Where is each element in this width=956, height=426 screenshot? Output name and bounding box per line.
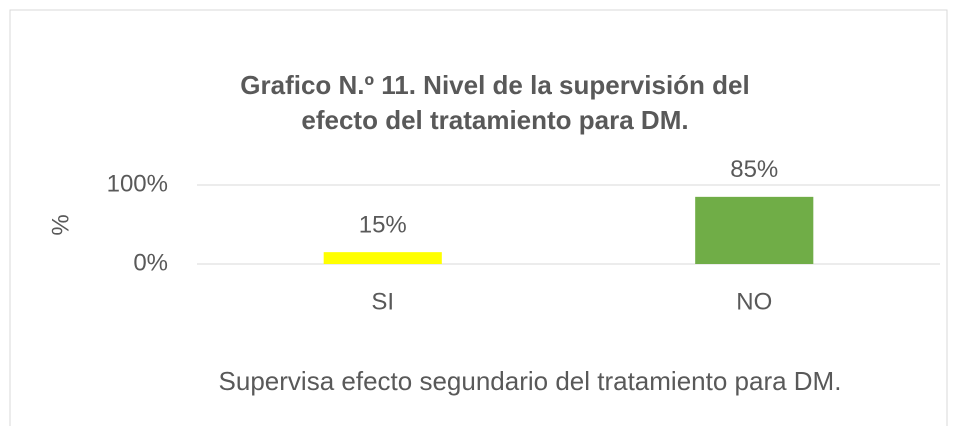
data-label: 85% xyxy=(730,156,778,183)
y-tick-label: 0% xyxy=(133,249,168,276)
x-tick-label: NO xyxy=(736,288,772,315)
x-tick-label: SI xyxy=(371,288,394,315)
y-tick-label: 100% xyxy=(107,170,168,197)
bar xyxy=(695,196,814,264)
bar xyxy=(323,252,442,264)
y-axis-label: % xyxy=(47,214,74,235)
chart-title: Grafico N.º 11. Nivel de la supervisión … xyxy=(240,70,750,135)
data-label: 15% xyxy=(359,211,407,238)
x-axis-label: Supervisa efecto segundario del tratamie… xyxy=(218,366,842,396)
